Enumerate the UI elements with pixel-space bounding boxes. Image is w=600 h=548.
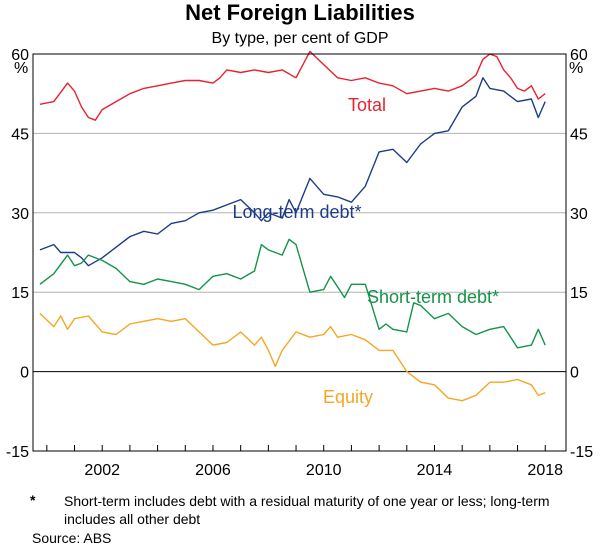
y-tick-label-right: 60 [570, 47, 588, 64]
plot-frame [32, 53, 567, 452]
y-tick-label-left: 0 [20, 365, 29, 382]
series-line-total [39, 50, 546, 121]
chart-title: Net Foreign Liabilities [185, 0, 415, 25]
y-tick-label-right: 15 [570, 285, 588, 302]
footnote-marker: * [30, 492, 36, 508]
series-label-total: Total [348, 95, 386, 115]
y-tick-label-left: 60 [11, 47, 29, 64]
x-tick-label: 2002 [84, 462, 120, 479]
x-tick-label: 2014 [417, 462, 453, 479]
gridlines [33, 132, 566, 293]
chart-subtitle: By type, per cent of GDP [211, 30, 389, 47]
y-unit-right: % [569, 60, 583, 77]
axis-ticks: -15 -15 0 0 15 15 30 30 45 45 60 60 2002 2006 2010 2014… [6, 47, 593, 479]
series-line-long-term-debt [39, 77, 546, 267]
x-tick-label: 2010 [306, 462, 342, 479]
source-note: Source: ABS [32, 530, 112, 546]
y-unit-left: % [14, 60, 28, 77]
x-tick-label: 2018 [527, 462, 563, 479]
y-tick-label-right: 0 [570, 365, 579, 382]
y-tick-label-right: 45 [570, 126, 588, 143]
series-line-short-term-debt [39, 238, 546, 349]
series-label-long-term-debt: Long-term debt* [232, 202, 361, 222]
y-tick-label-left: 15 [11, 285, 29, 302]
y-tick-label-right: 30 [570, 206, 588, 223]
y-tick-label-left: -15 [6, 444, 29, 461]
y-tick-label-left: 45 [11, 126, 29, 143]
series-label-equity: Equity [323, 387, 373, 407]
x-tick-label: 2006 [195, 462, 231, 479]
y-tick-label-left: 30 [11, 206, 29, 223]
y-tick-label-right: -15 [570, 444, 593, 461]
series-line-equity [39, 312, 546, 402]
footnote-text: Short-term includes debt with a residual… [64, 493, 550, 527]
series-lines [39, 50, 546, 402]
series-label-short-term-debt: Short-term debt* [367, 287, 499, 307]
